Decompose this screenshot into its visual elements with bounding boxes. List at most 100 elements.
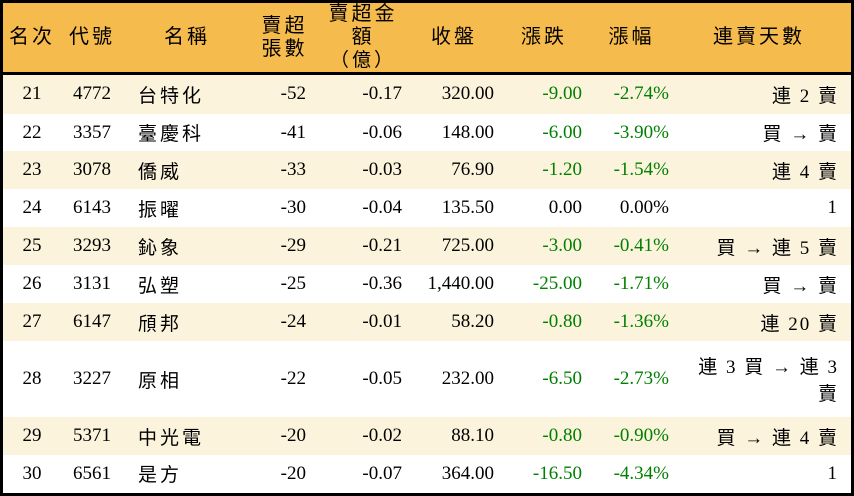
sell-amount-cell: -0.21 xyxy=(362,235,402,257)
sell-amount-cell: -0.02 xyxy=(362,425,402,447)
code-cell: 5371 xyxy=(73,425,111,447)
col-header-sell-amount: 賣超金額 （億） xyxy=(318,3,408,75)
name-cell: 臺慶科 xyxy=(138,124,205,146)
change-pct-cell: -1.71% xyxy=(613,273,669,295)
close-cell: 88.10 xyxy=(451,425,494,447)
close-cell: 135.50 xyxy=(441,197,494,219)
rank-cell: 25 xyxy=(22,235,42,257)
sell-amount-label-line1: 賣超金額 xyxy=(328,3,398,48)
sell-amount-cell: -0.36 xyxy=(362,273,402,295)
rank-cell: 28 xyxy=(22,368,42,390)
change-pct-cell: -0.41% xyxy=(613,235,669,257)
change-pct-cell: -4.34% xyxy=(613,462,669,484)
col-header-change-pct: 漲幅 xyxy=(588,3,675,75)
close-cell: 1,440.00 xyxy=(427,273,495,295)
rank-cell: 29 xyxy=(22,425,42,447)
change-cell: -3.00 xyxy=(542,235,582,257)
change-cell: -25.00 xyxy=(532,273,582,295)
sell-amount-label-line2: （億） xyxy=(329,50,396,71)
table-row: 23 3078 僑威 -33 -0.03 76.90 -1.20 -1.54% 連 4 賣 xyxy=(3,151,851,190)
table-row: 21 4772 台特化 -52 -0.17 320.00 -9.00 -2.74% 連 2 賣 xyxy=(3,73,851,114)
rank-cell: 24 xyxy=(22,197,42,219)
table-row: 26 3131 弘塑 -25 -0.36 1,440.00 -25.00 -1.71% 買 → … xyxy=(3,265,851,304)
code-cell: 6147 xyxy=(73,311,111,333)
change-pct-cell: 0.00% xyxy=(619,197,669,219)
col-header-name: 名稱 xyxy=(123,3,251,75)
sell-amount-cell: -0.03 xyxy=(362,159,402,181)
col-header-change: 漲跌 xyxy=(500,3,588,75)
col-header-sell-volume: 賣超張數 xyxy=(251,3,318,75)
header-row: 名次 代號 名稱 賣超張數 賣超金額 （億） 收盤 漲跌 漲幅 連賣天數 xyxy=(3,3,851,75)
name-cell: 僑威 xyxy=(138,161,183,183)
change-pct-cell: -1.36% xyxy=(613,311,669,333)
col-header-code: 代號 xyxy=(61,3,123,75)
streak-cell: 連 20 賣 xyxy=(760,313,839,335)
close-cell: 232.00 xyxy=(441,368,494,390)
code-cell: 3131 xyxy=(73,273,111,295)
table-row: 22 3357 臺慶科 -41 -0.06 148.00 -6.00 -3.90% 買 → 賣 xyxy=(3,113,851,152)
close-cell: 148.00 xyxy=(441,121,494,143)
rank-cell: 21 xyxy=(22,83,42,105)
rank-cell: 27 xyxy=(22,311,42,333)
sell-volume-cell: -30 xyxy=(280,197,306,219)
change-cell: -9.00 xyxy=(542,83,582,105)
streak-cell: 買 → 賣 xyxy=(762,275,839,297)
sell-volume-cell: -33 xyxy=(280,159,306,181)
streak-cell: 買 → 賣 xyxy=(762,124,839,146)
change-pct-cell: -2.73% xyxy=(613,368,669,390)
rank-cell: 30 xyxy=(22,462,42,484)
sell-volume-cell: -20 xyxy=(280,462,306,484)
sell-volume-cell: -20 xyxy=(280,425,306,447)
col-header-close: 收盤 xyxy=(408,3,500,75)
name-cell: 鈊象 xyxy=(138,237,183,259)
change-pct-cell: -0.90% xyxy=(613,425,669,447)
change-pct-cell: -3.90% xyxy=(613,121,669,143)
table-row: 27 6147 頎邦 -24 -0.01 58.20 -0.80 -1.36% 連 20 賣 xyxy=(3,303,851,342)
name-cell: 台特化 xyxy=(138,85,205,107)
col-header-streak: 連賣天數 xyxy=(675,3,851,75)
rank-cell: 22 xyxy=(22,121,42,143)
sell-amount-cell: -0.04 xyxy=(362,197,402,219)
streak-cell: 買 → 連 4 賣 xyxy=(716,427,839,449)
close-cell: 58.20 xyxy=(451,311,494,333)
name-cell: 原相 xyxy=(138,370,183,392)
streak-cell: 連 4 賣 xyxy=(771,161,839,183)
name-cell: 是方 xyxy=(138,465,183,487)
stock-table: 名次 代號 名稱 賣超張數 賣超金額 （億） 收盤 漲跌 漲幅 連賣天數 21 47… xyxy=(3,3,851,493)
code-cell: 6143 xyxy=(73,197,111,219)
change-cell: -0.80 xyxy=(542,311,582,333)
sell-amount-cell: -0.17 xyxy=(362,83,402,105)
sell-amount-cell: -0.05 xyxy=(362,368,402,390)
sell-amount-cell: -0.06 xyxy=(362,121,402,143)
sell-volume-cell: -22 xyxy=(280,368,306,390)
change-cell: -0.80 xyxy=(542,425,582,447)
name-cell: 中光電 xyxy=(138,427,205,449)
change-cell: -1.20 xyxy=(542,159,582,181)
name-cell: 頎邦 xyxy=(138,313,183,335)
sell-volume-cell: -41 xyxy=(280,121,306,143)
close-cell: 320.00 xyxy=(441,83,494,105)
code-cell: 3293 xyxy=(73,235,111,257)
close-cell: 76.90 xyxy=(451,159,494,181)
code-cell: 3227 xyxy=(73,368,111,390)
change-cell: -6.50 xyxy=(542,368,582,390)
streak-cell: 連 3 買 → 連 3 賣 xyxy=(698,357,839,406)
streak-cell: 1 xyxy=(827,462,839,484)
rank-cell: 23 xyxy=(22,159,42,181)
table-row: 29 5371 中光電 -20 -0.02 88.10 -0.80 -0.90% 買 → 連 4… xyxy=(3,417,851,455)
sell-volume-cell: -29 xyxy=(280,235,306,257)
rank-cell: 26 xyxy=(22,273,42,295)
streak-cell: 連 2 賣 xyxy=(771,85,839,107)
table-header: 名次 代號 名稱 賣超張數 賣超金額 （億） 收盤 漲跌 漲幅 連賣天數 xyxy=(3,3,851,75)
change-pct-cell: -2.74% xyxy=(613,83,669,105)
sell-volume-cell: -25 xyxy=(280,273,306,295)
close-cell: 364.00 xyxy=(441,462,494,484)
name-cell: 弘塑 xyxy=(138,275,183,297)
sell-amount-cell: -0.07 xyxy=(362,462,402,484)
close-cell: 725.00 xyxy=(441,235,494,257)
table-row: 24 6143 振曜 -30 -0.04 135.50 0.00 0.00% 1 xyxy=(3,189,851,228)
sell-volume-cell: -24 xyxy=(280,311,306,333)
sell-volume-cell: -52 xyxy=(280,83,306,105)
col-header-rank: 名次 xyxy=(3,3,61,75)
